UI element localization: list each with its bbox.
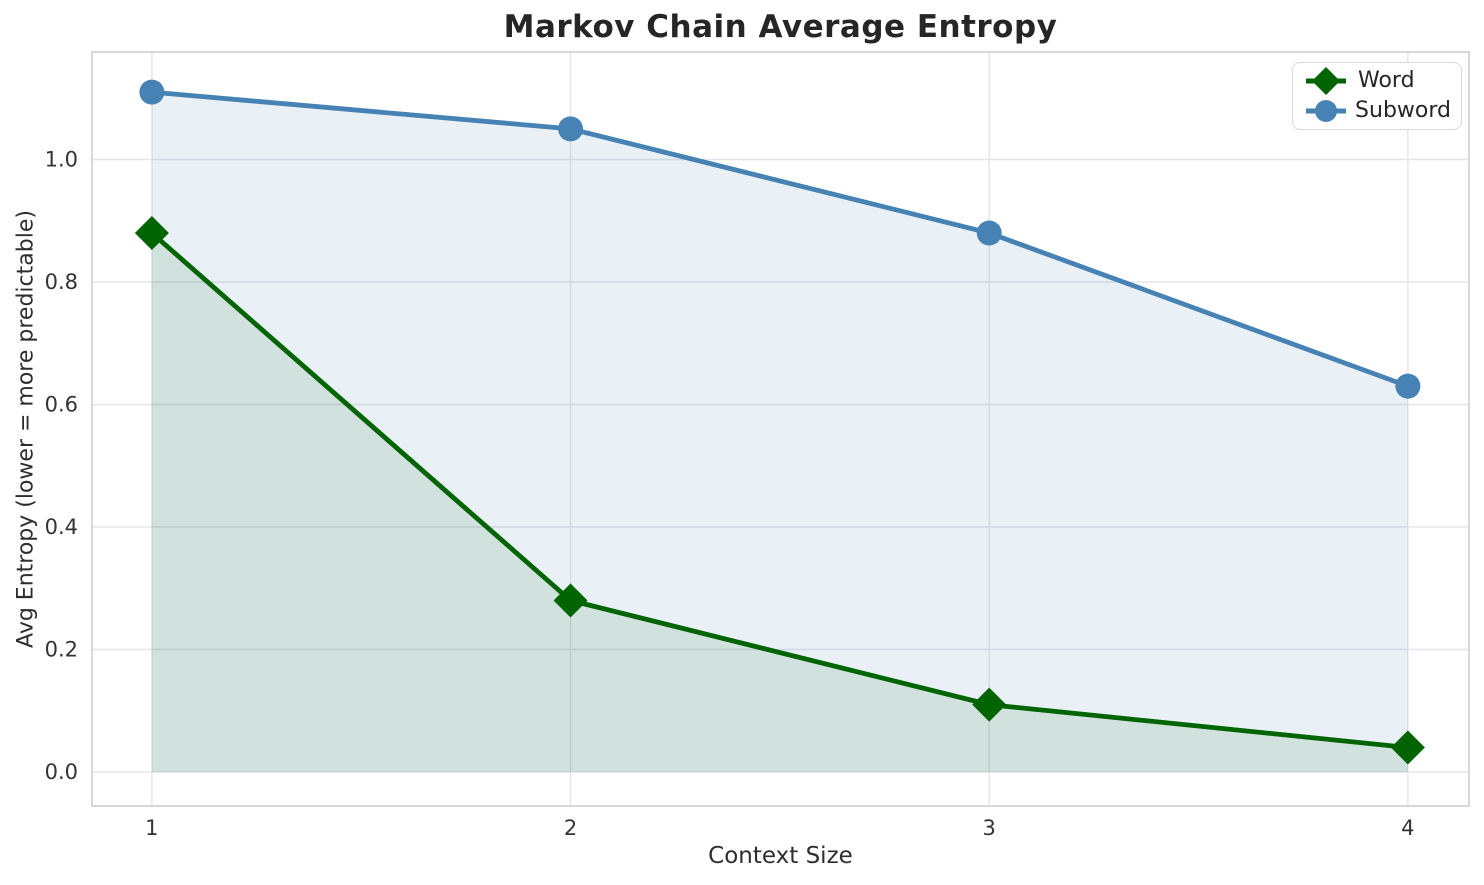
subword-line bbox=[151, 89, 1409, 389]
data-point-subword-x2 bbox=[558, 116, 584, 142]
subword-area-fill bbox=[151, 92, 1408, 773]
legend-item-subword: Subword bbox=[1303, 96, 1451, 126]
x-tick-label-2: 2 bbox=[564, 816, 577, 840]
data-point-word-x2 bbox=[553, 583, 588, 618]
y-tick-label-0.6: 0.6 bbox=[45, 392, 78, 416]
legend-label-word: Word bbox=[1358, 68, 1415, 93]
data-point-word-x4 bbox=[1390, 730, 1425, 765]
word-area-fill bbox=[151, 232, 1408, 773]
x-tick-label-1: 1 bbox=[145, 816, 158, 840]
word-diamond-icon bbox=[1306, 67, 1346, 95]
legend-label-subword: Subword bbox=[1355, 98, 1451, 123]
x-tick-label-4: 4 bbox=[1401, 816, 1414, 840]
data-point-subword-x3 bbox=[976, 220, 1002, 246]
subword-circle-icon bbox=[1306, 100, 1346, 122]
chart-title: Markov Chain Average Entropy bbox=[503, 9, 1058, 45]
plot-border bbox=[91, 51, 1470, 807]
legend: Word Subword bbox=[1292, 62, 1462, 130]
y-axis-label: Avg Entropy (lower = more predictable) bbox=[13, 210, 39, 648]
data-point-word-x1 bbox=[134, 215, 169, 250]
data-point-subword-x4 bbox=[1395, 373, 1421, 399]
y-tick-label-0.8: 0.8 bbox=[45, 270, 78, 294]
x-axis-label: Context Size bbox=[708, 843, 853, 869]
y-tick-label-0.4: 0.4 bbox=[45, 515, 78, 539]
data-point-subword-x1 bbox=[139, 79, 165, 105]
y-tick-label-0.0: 0.0 bbox=[45, 760, 78, 784]
y-tick-label-0.2: 0.2 bbox=[45, 638, 78, 662]
legend-item-word: Word bbox=[1303, 66, 1451, 96]
x-tick-label-3: 3 bbox=[983, 816, 996, 840]
data-point-word-x3 bbox=[972, 687, 1007, 722]
word-line bbox=[150, 231, 1409, 750]
y-tick-label-1.0: 1.0 bbox=[45, 147, 78, 171]
